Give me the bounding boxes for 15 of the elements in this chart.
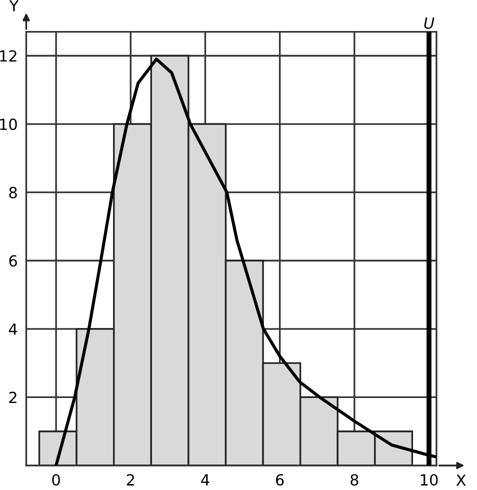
y-tick-label: 4 bbox=[8, 324, 18, 335]
y-tick-label: 8 bbox=[9, 186, 17, 198]
x-tick-label: 10 bbox=[420, 474, 438, 486]
x-tick-label: 8 bbox=[350, 474, 358, 486]
y-tick-label: 10 bbox=[0, 118, 17, 130]
ref-line-label: U bbox=[424, 18, 434, 29]
x-axis-title: X bbox=[456, 474, 466, 486]
y-axis-title: Y bbox=[9, 0, 19, 12]
x-tick-label: 6 bbox=[276, 474, 284, 486]
x-tick-label: 0 bbox=[52, 474, 60, 486]
x-tick-label: 4 bbox=[201, 474, 210, 486]
x-tick-label: 2 bbox=[126, 474, 134, 486]
y-tick-label: 6 bbox=[9, 255, 17, 267]
y-tick-label: 2 bbox=[9, 392, 16, 404]
y-tick-label: 12 bbox=[0, 50, 16, 62]
